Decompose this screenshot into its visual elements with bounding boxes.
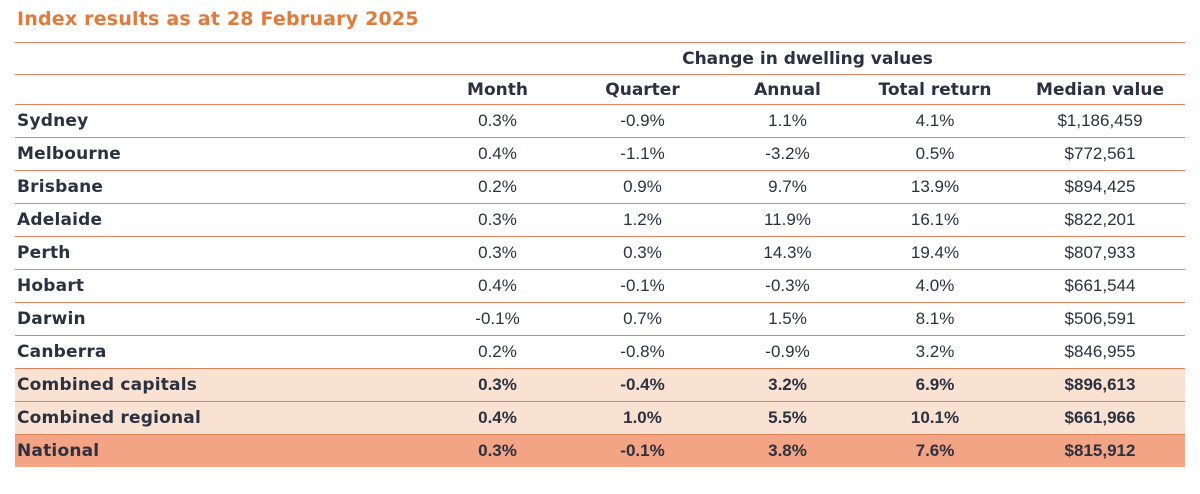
col-header-quarter: Quarter	[565, 74, 720, 105]
row-label: Darwin	[15, 302, 430, 336]
cell-median-value: $822,201	[1015, 203, 1186, 237]
cell-month: 0.3%	[430, 434, 565, 467]
row-label: Melbourne	[15, 137, 430, 171]
cell-annual: 3.8%	[720, 434, 855, 467]
col-header-total-return: Total return	[855, 74, 1015, 105]
cell-total-return: 16.1%	[855, 203, 1015, 237]
cell-annual: 14.3%	[720, 236, 855, 270]
cell-total-return: 10.1%	[855, 401, 1015, 435]
table-row-hobart: Hobart 0.4% -0.1% -0.3% 4.0% $661,544	[15, 269, 1186, 303]
cell-annual: 3.2%	[720, 368, 855, 402]
cell-median-value: $846,955	[1015, 335, 1186, 369]
column-header-row: Month Quarter Annual Total return Median…	[15, 74, 1186, 105]
row-label: Canberra	[15, 335, 430, 369]
cell-median-value: $1,186,459	[1015, 104, 1186, 138]
cell-month: 0.3%	[430, 104, 565, 138]
cell-month: 0.4%	[430, 401, 565, 435]
table-row-darwin: Darwin -0.1% 0.7% 1.5% 8.1% $506,591	[15, 302, 1186, 336]
cell-total-return: 6.9%	[855, 368, 1015, 402]
cell-median-value: $661,966	[1015, 401, 1186, 435]
cell-annual: 1.5%	[720, 302, 855, 336]
page-title: Index results as at 28 February 2025	[17, 8, 419, 30]
row-label: Combined regional	[15, 401, 430, 435]
cell-month: 0.2%	[430, 170, 565, 204]
cell-month: 0.4%	[430, 269, 565, 303]
cell-month: 0.3%	[430, 203, 565, 237]
col-header-region	[15, 74, 430, 105]
row-label: Combined capitals	[15, 368, 430, 402]
cell-median-value: $772,561	[1015, 137, 1186, 171]
row-label: Perth	[15, 236, 430, 270]
cell-annual: -0.3%	[720, 269, 855, 303]
cell-month: 0.3%	[430, 368, 565, 402]
table-row-sydney: Sydney 0.3% -0.9% 1.1% 4.1% $1,186,459	[15, 104, 1186, 138]
cell-quarter: -0.1%	[565, 434, 720, 467]
cell-annual: -3.2%	[720, 137, 855, 171]
cell-total-return: 19.4%	[855, 236, 1015, 270]
cell-quarter: -0.9%	[565, 104, 720, 138]
row-label: Hobart	[15, 269, 430, 303]
table-row-melbourne: Melbourne 0.4% -1.1% -3.2% 0.5% $772,561	[15, 137, 1186, 171]
cell-median-value: $815,912	[1015, 434, 1186, 467]
cell-total-return: 0.5%	[855, 137, 1015, 171]
row-label: Sydney	[15, 104, 430, 138]
table-row-national: National 0.3% -0.1% 3.8% 7.6% $815,912	[15, 434, 1186, 467]
cell-quarter: 0.3%	[565, 236, 720, 270]
cell-total-return: 13.9%	[855, 170, 1015, 204]
cell-annual: 9.7%	[720, 170, 855, 204]
group-header-spacer	[15, 42, 430, 75]
cell-quarter: 1.0%	[565, 401, 720, 435]
table-row-combined-capitals: Combined capitals 0.3% -0.4% 3.2% 6.9% $…	[15, 368, 1186, 402]
cell-quarter: -0.4%	[565, 368, 720, 402]
cell-quarter: -0.1%	[565, 269, 720, 303]
table-row-perth: Perth 0.3% 0.3% 14.3% 19.4% $807,933	[15, 236, 1186, 270]
row-label: Adelaide	[15, 203, 430, 237]
row-label: National	[15, 434, 430, 467]
cell-median-value: $894,425	[1015, 170, 1186, 204]
cell-total-return: 4.0%	[855, 269, 1015, 303]
cell-median-value: $896,613	[1015, 368, 1186, 402]
table-row-combined-regional: Combined regional 0.4% 1.0% 5.5% 10.1% $…	[15, 401, 1186, 435]
cell-quarter: -0.8%	[565, 335, 720, 369]
cell-median-value: $661,544	[1015, 269, 1186, 303]
row-label: Brisbane	[15, 170, 430, 204]
cell-median-value: $807,933	[1015, 236, 1186, 270]
cell-total-return: 3.2%	[855, 335, 1015, 369]
table-row-adelaide: Adelaide 0.3% 1.2% 11.9% 16.1% $822,201	[15, 203, 1186, 237]
cell-total-return: 4.1%	[855, 104, 1015, 138]
cell-quarter: 1.2%	[565, 203, 720, 237]
cell-quarter: -1.1%	[565, 137, 720, 171]
cell-quarter: 0.7%	[565, 302, 720, 336]
cell-month: 0.2%	[430, 335, 565, 369]
cell-total-return: 8.1%	[855, 302, 1015, 336]
cell-median-value: $506,591	[1015, 302, 1186, 336]
table-row-canberra: Canberra 0.2% -0.8% -0.9% 3.2% $846,955	[15, 335, 1186, 369]
cell-total-return: 7.6%	[855, 434, 1015, 467]
group-header-row: Change in dwelling values	[15, 42, 1186, 75]
table-row-brisbane: Brisbane 0.2% 0.9% 9.7% 13.9% $894,425	[15, 170, 1186, 204]
col-header-median-value: Median value	[1015, 74, 1186, 105]
cell-month: 0.3%	[430, 236, 565, 270]
cell-annual: 5.5%	[720, 401, 855, 435]
cell-annual: 1.1%	[720, 104, 855, 138]
index-results-table: Change in dwelling values Month Quarter …	[15, 42, 1186, 467]
cell-annual: -0.9%	[720, 335, 855, 369]
cell-annual: 11.9%	[720, 203, 855, 237]
cell-month: 0.4%	[430, 137, 565, 171]
group-header: Change in dwelling values	[430, 42, 1186, 75]
report-page: Index results as at 28 February 2025 Cha…	[15, 8, 1186, 467]
cell-quarter: 0.9%	[565, 170, 720, 204]
col-header-annual: Annual	[720, 74, 855, 105]
cell-month: -0.1%	[430, 302, 565, 336]
col-header-month: Month	[430, 74, 565, 105]
